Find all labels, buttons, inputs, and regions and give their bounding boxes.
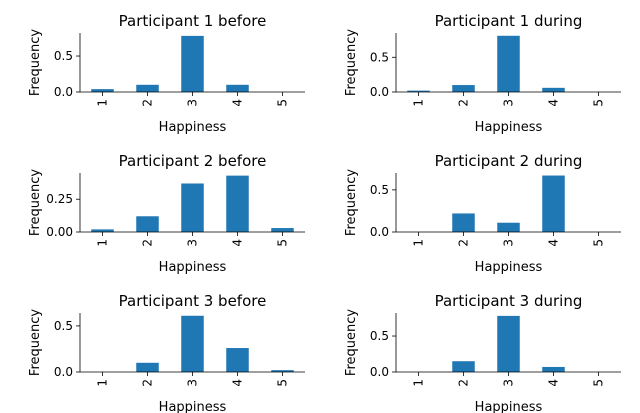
y-axis-label: Frequency [344,309,359,376]
subplot-title: Participant 3 during [435,292,583,310]
x-tick-label: 4 [231,239,245,247]
subplot-title: Participant 2 during [435,152,583,170]
y-tick-label: 0.5 [54,49,73,63]
x-tick-label: 2 [141,99,155,107]
y-tick-label: 0.0 [54,85,73,99]
x-tick-label: 2 [141,379,155,387]
subplot-5: 0.0 0.5 1 2 3 4 5 Participant 3 before Happiness… [28,292,305,413]
x-tick-label: 5 [276,99,290,107]
x-tick-label: 5 [276,239,290,247]
x-tick-label: 3 [186,239,200,247]
subplot-6: 0.0 0.5 1 2 3 4 5 Participant 3 during Happiness… [344,292,621,413]
bar-4 [226,84,249,92]
x-tick-label: 5 [592,239,606,247]
subplot-title: Participant 1 during [435,12,583,30]
x-tick-label: 3 [502,379,516,387]
y-tick-label: 0.25 [46,192,73,206]
x-axis-label: Happiness [475,400,543,413]
y-axis-label: Frequency [344,29,359,96]
y-axis-label: Frequency [28,29,43,96]
bar-2 [452,85,475,92]
y-tick-label: 0.5 [54,319,73,333]
x-axis-label: Happiness [159,120,227,135]
bar-5 [271,228,294,232]
subplot-1: 0.0 0.5 1 2 3 4 5 Participant 1 before Happiness… [28,12,305,135]
y-tick-label: 0.00 [46,225,73,239]
x-tick-label: 5 [592,99,606,107]
bar-3 [497,315,520,372]
x-axis-label: Happiness [475,120,543,135]
bar-4 [226,175,249,232]
bar-2 [136,362,159,372]
bar-2 [136,84,159,92]
x-tick-label: 1 [96,379,110,387]
x-tick-label: 4 [231,379,245,387]
subplot-4: 0.0 0.5 1 2 3 4 5 Participant 2 during Happiness… [344,152,621,275]
x-tick-label: 4 [547,379,561,387]
x-tick-label: 3 [502,99,516,107]
x-tick-label: 1 [96,239,110,247]
x-tick-label: 1 [412,99,426,107]
x-tick-label: 2 [457,99,471,107]
y-tick-label: 0.5 [370,183,389,197]
y-axis-label: Frequency [344,169,359,236]
y-tick-label: 0.0 [54,365,73,379]
bar-3 [181,183,204,232]
bar-2 [136,216,159,232]
bar-2 [452,361,475,372]
bar-4 [542,175,565,232]
subplot-2: 0.0 0.5 1 2 3 4 5 Participant 1 during Happiness… [344,12,621,135]
y-tick-label: 0.0 [370,85,389,99]
x-tick-label: 2 [457,239,471,247]
x-tick-label: 1 [412,379,426,387]
x-axis-label: Happiness [475,260,543,275]
subplot-title: Participant 1 before [119,12,267,30]
x-tick-label: 2 [457,379,471,387]
subplot-title: Participant 2 before [119,152,267,170]
x-tick-label: 2 [141,239,155,247]
subplot-3: 0.00 0.25 1 2 3 4 5 Participant 2 before Happine… [28,152,305,275]
bar-5 [271,370,294,372]
subplot-title: Participant 3 before [119,292,267,310]
bar-1 [91,229,114,232]
y-tick-label: 0.5 [370,329,389,343]
bar-3 [181,35,204,92]
x-tick-label: 4 [231,99,245,107]
x-axis-label: Happiness [159,260,227,275]
x-tick-label: 5 [276,379,290,387]
x-tick-label: 5 [592,379,606,387]
y-axis-label: Frequency [28,169,43,236]
x-tick-label: 1 [96,99,110,107]
bar-4 [226,348,249,372]
y-tick-label: 0.0 [370,225,389,239]
bar-3 [497,35,520,92]
x-tick-label: 3 [186,99,200,107]
x-tick-label: 4 [547,239,561,247]
bar-1 [91,89,114,92]
y-axis-label: Frequency [28,309,43,376]
x-tick-label: 3 [186,379,200,387]
bar-3 [497,222,520,232]
bar-4 [542,87,565,92]
x-tick-label: 4 [547,99,561,107]
bar-3 [181,315,204,372]
bar-1 [407,90,430,92]
bar-4 [542,366,565,372]
y-tick-label: 0.5 [370,50,389,64]
x-tick-label: 3 [502,239,516,247]
y-tick-label: 0.0 [370,365,389,379]
x-axis-label: Happiness [159,400,227,413]
bar-2 [452,213,475,232]
x-tick-label: 1 [412,239,426,247]
